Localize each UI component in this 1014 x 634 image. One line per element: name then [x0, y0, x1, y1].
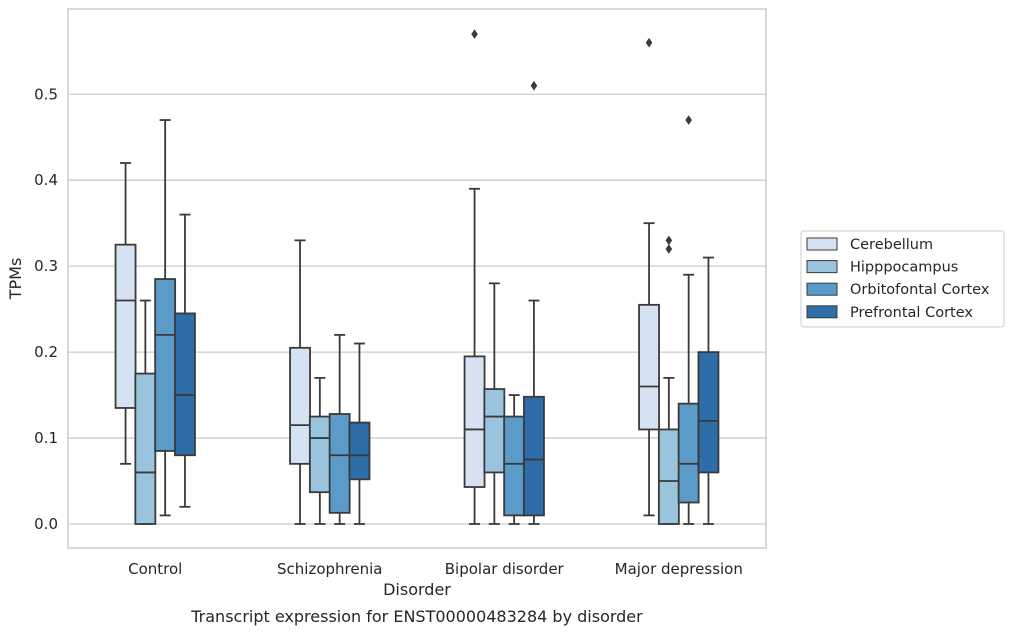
- box-iqr: [134, 372, 157, 525]
- box-iqr: [638, 303, 660, 431]
- x-axis-label: Disorder: [383, 580, 451, 599]
- legend-swatch: [806, 282, 838, 296]
- box-iqr: [328, 413, 351, 514]
- box-iqr: [503, 415, 526, 517]
- y-tick-label: 0.3: [34, 257, 58, 275]
- legend-label: Orbitofontal Cortex: [850, 282, 990, 298]
- box-orbitofontal-cortex: [328, 334, 351, 525]
- y-tick-label: 0.0: [34, 515, 58, 533]
- outlier-point: [685, 115, 692, 125]
- outlier-point: [645, 37, 653, 48]
- box-hipppocampus: [657, 235, 680, 525]
- box-iqr: [174, 312, 196, 457]
- legend: Cerebellum Hipppocampus Orbitofontal Corte…: [800, 230, 1005, 328]
- y-tick-label: 0.1: [34, 429, 58, 447]
- box-prefrontal-cortex: [523, 80, 545, 525]
- box-iqr: [523, 395, 545, 517]
- y-tick-label: 0.2: [34, 343, 58, 361]
- box-iqr: [114, 243, 137, 409]
- legend-swatch: [806, 305, 838, 319]
- outlier-point: [530, 80, 538, 91]
- outlier-point: [471, 29, 478, 39]
- box-iqr: [289, 346, 311, 465]
- x-tick-label: Bipolar disorder: [445, 560, 565, 578]
- x-axis-ticks: Control Schizophrenia Bipolar disorder Majo…: [128, 560, 743, 578]
- outlier-point: [665, 235, 673, 246]
- y-axis-ticks: 0.0 0.1 0.2 0.3 0.4 0.5: [34, 85, 58, 533]
- legend-label: Hipppocampus: [850, 260, 958, 276]
- box-iqr: [697, 351, 720, 474]
- box-iqr: [657, 428, 680, 525]
- box-cerebellum: [463, 29, 486, 525]
- legend-label: Cerebellum: [850, 237, 933, 253]
- box-cerebellum: [289, 239, 311, 525]
- legend-swatch: [806, 237, 838, 251]
- box-iqr: [154, 278, 177, 452]
- box-hipppocampus: [483, 282, 506, 525]
- y-axis-label: TPMs: [6, 258, 25, 301]
- chart-title: Transcript expression for ENST0000048328…: [190, 607, 643, 626]
- box-iqr: [483, 388, 506, 474]
- box-orbitofontal-cortex: [503, 394, 526, 525]
- box-iqr: [677, 402, 700, 504]
- legend-label: Prefrontal Cortex: [850, 305, 973, 321]
- legend-frame: [800, 230, 1005, 328]
- x-tick-label: Schizophrenia: [277, 560, 382, 578]
- plot-area-frame: [67, 8, 767, 549]
- y-tick-label: 0.4: [34, 171, 58, 189]
- box-orbitofontal-cortex: [154, 119, 177, 517]
- box-iqr: [463, 355, 486, 488]
- box-iqr: [348, 421, 371, 481]
- y-tick-label: 0.5: [34, 85, 58, 103]
- box-cerebellum: [114, 162, 137, 465]
- box-prefrontal-cortex: [174, 213, 196, 508]
- box-iqr: [308, 415, 331, 494]
- x-tick-label: Control: [128, 560, 182, 578]
- box-hipppocampus: [134, 299, 157, 525]
- boxes: [114, 29, 720, 525]
- box-hipppocampus: [308, 376, 331, 525]
- legend-swatch: [806, 260, 838, 274]
- outlier-point: [665, 244, 673, 254]
- x-tick-label: Major depression: [615, 560, 743, 578]
- box-orbitofontal-cortex: [677, 115, 700, 525]
- box-prefrontal-cortex: [697, 256, 720, 525]
- box-prefrontal-cortex: [348, 342, 371, 525]
- box-cerebellum: [638, 37, 660, 517]
